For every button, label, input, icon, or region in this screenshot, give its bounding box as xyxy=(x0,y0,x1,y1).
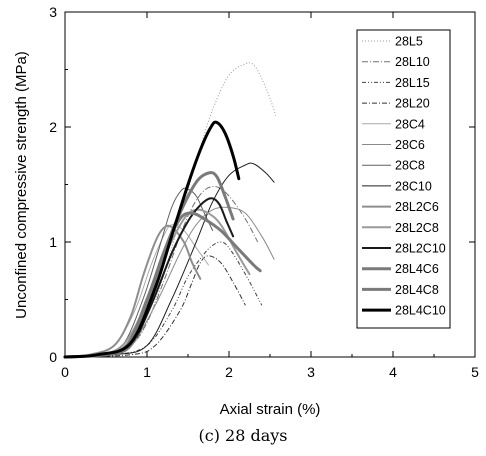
series-line-28l15 xyxy=(64,241,263,358)
series-line-28l2c8 xyxy=(64,208,251,358)
legend-label-28l15: 28L15 xyxy=(395,76,430,90)
legend-label-28l4c10: 28L4C10 xyxy=(395,304,446,318)
series-layer xyxy=(63,62,277,359)
series-line-28l4c10 xyxy=(63,120,241,359)
series-line-28c10 xyxy=(64,162,275,358)
series-line-28c6 xyxy=(64,206,275,358)
legend-label-28c8: 28C8 xyxy=(395,159,425,173)
legend-label-28l10: 28L10 xyxy=(395,55,430,69)
legend-label-28c4: 28C4 xyxy=(395,117,425,131)
legend-label-28l2c10: 28L2C10 xyxy=(395,242,446,256)
x-tick-label: 0 xyxy=(61,364,69,380)
legend-label-28c10: 28C10 xyxy=(395,179,432,193)
axis-ticks: 0 1 2 3 4 5 0 1 2 3 xyxy=(49,4,479,380)
series-line-28l20 xyxy=(64,255,246,358)
series-line-28l4c6 xyxy=(63,211,262,359)
x-axis-title: Axial strain (%) xyxy=(220,401,321,418)
legend-label-28c6: 28C6 xyxy=(395,138,425,152)
y-tick-label: 0 xyxy=(49,349,57,365)
y-tick-label: 2 xyxy=(49,119,57,135)
legend-label-28l4c8: 28L4C8 xyxy=(395,283,439,297)
y-tick-label: 3 xyxy=(49,4,57,20)
figure-caption: (c) 28 days xyxy=(198,426,288,445)
legend-label-28l2c8: 28L2C8 xyxy=(395,221,439,235)
legend-label-28l2c6: 28L2C6 xyxy=(395,200,439,214)
y-axis-title: Unconfined compressive strength (MPa) xyxy=(13,51,30,319)
x-tick-label: 2 xyxy=(225,364,233,380)
x-tick-label: 1 xyxy=(143,364,151,380)
legend-box xyxy=(356,29,451,329)
y-tick-label: 1 xyxy=(49,234,57,250)
x-tick-label: 5 xyxy=(471,364,479,380)
x-tick-label: 4 xyxy=(389,364,397,380)
legend-label-28l5: 28L5 xyxy=(395,35,423,49)
legend-label-28l4c6: 28L4C6 xyxy=(395,262,439,276)
series-line-28l2c6 xyxy=(64,224,202,358)
x-tick-label: 3 xyxy=(307,364,315,380)
legend: 28L5 28L10 28L15 28L20 28C4 28C6 28C8 28C10 28L2… xyxy=(362,35,446,318)
legend-label-28l20: 28L20 xyxy=(395,97,430,111)
